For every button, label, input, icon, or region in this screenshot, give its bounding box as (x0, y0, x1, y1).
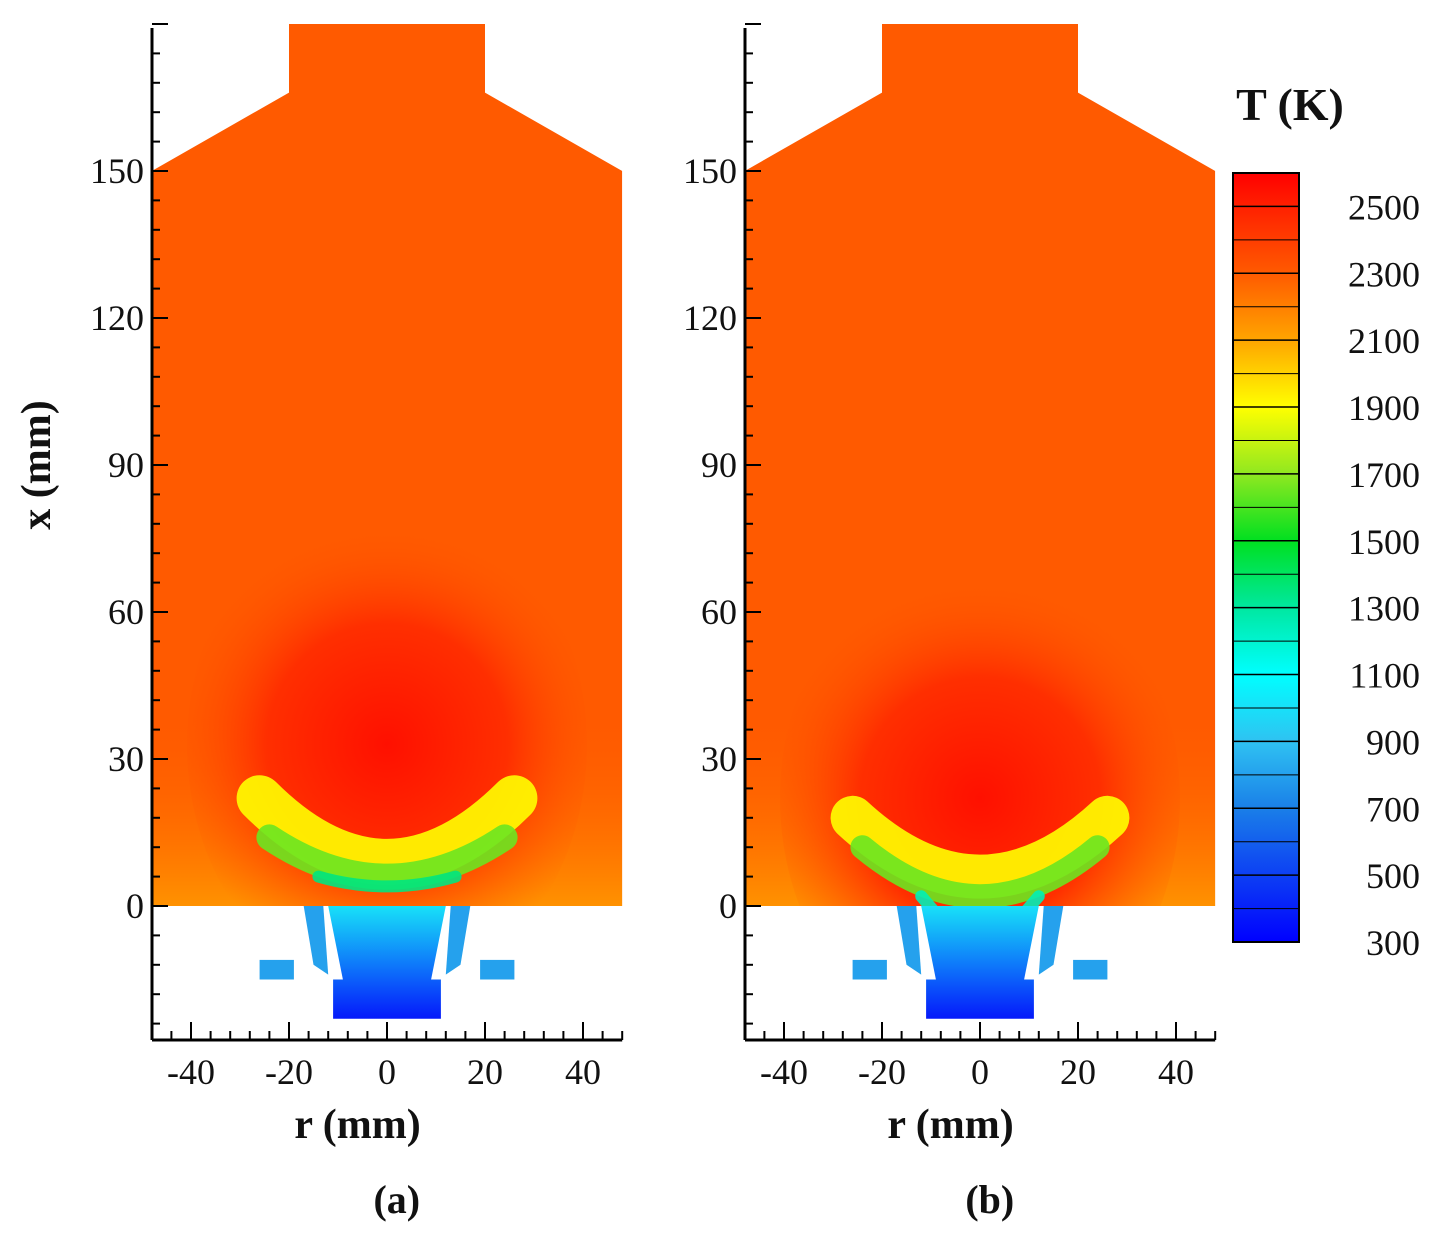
colorbar-level-label: 1500 (1348, 522, 1420, 562)
panel-b: 0 30 60 90 120 150 -40 -20 0 20 40 r (mm) (b) (683, 23, 1217, 1222)
x-tick-label: 0 (378, 1052, 396, 1092)
y-tick-label: 30 (701, 739, 737, 779)
y-tick-label: 120 (90, 298, 144, 338)
x-tick-label: 40 (565, 1052, 601, 1092)
y-axis-title: x (mm) (14, 400, 60, 529)
x-axis-title: r (mm) (887, 1102, 1013, 1148)
x-tick-label: -20 (858, 1052, 906, 1092)
y-tick-label: 0 (126, 886, 144, 926)
x-tick-label: -40 (760, 1052, 808, 1092)
panel-a: 0 30 60 90 120 150 -40 -20 0 20 40 r (mm) x (mm) (a) (14, 23, 624, 1222)
flame-front (236, 775, 538, 893)
x-tick-label: -40 (167, 1052, 215, 1092)
swirler-inlet (259, 906, 515, 1019)
y-tick-label: 0 (719, 886, 737, 926)
colorbar-level-label: 1900 (1348, 388, 1420, 428)
temperature-field (151, 24, 623, 906)
y-tick-label: 90 (701, 445, 737, 485)
colorbar-level-label: 500 (1366, 856, 1420, 896)
colorbar-level-label: 2300 (1348, 254, 1420, 294)
x-tick-label: 40 (1158, 1052, 1194, 1092)
colorbar-level-label: 2100 (1348, 321, 1420, 361)
y-tick-label: 150 (90, 151, 144, 191)
colorbar-level-label: 1300 (1348, 589, 1420, 629)
y-tick-label: 150 (683, 151, 737, 191)
y-tick-label: 30 (108, 739, 144, 779)
x-tick-label: 20 (467, 1052, 503, 1092)
x-axis-title: r (mm) (294, 1102, 420, 1148)
x-tick-label: 20 (1060, 1052, 1096, 1092)
colorbar-level-label: 700 (1366, 789, 1420, 829)
temperature-field (744, 24, 1216, 906)
panel-label: (b) (965, 1177, 1014, 1222)
y-tick-label: 120 (683, 298, 737, 338)
flame-front (830, 795, 1130, 906)
colorbar-level-label: 2500 (1348, 187, 1420, 227)
x-tick-label: 0 (971, 1052, 989, 1092)
colorbar-level-label: 900 (1366, 722, 1420, 762)
colorbar-title: T (K) (1236, 79, 1344, 130)
panel-label: (a) (373, 1177, 420, 1222)
axes (150, 23, 624, 1042)
colorbar-gradient (1232, 172, 1300, 943)
colorbar: 2500 2300 2100 1900 1700 1500 1300 1100 900 700 50… (1232, 79, 1420, 963)
x-tick-label: -20 (265, 1052, 313, 1092)
y-tick-label: 60 (701, 592, 737, 632)
colorbar-level-label: 1700 (1348, 455, 1420, 495)
colorbar-level-label: 1100 (1349, 656, 1420, 696)
y-tick-label: 60 (108, 592, 144, 632)
y-tick-label: 90 (108, 445, 144, 485)
colorbar-level-label: 300 (1366, 923, 1420, 963)
axes (743, 23, 1217, 1042)
swirler-inlet (852, 906, 1108, 1019)
